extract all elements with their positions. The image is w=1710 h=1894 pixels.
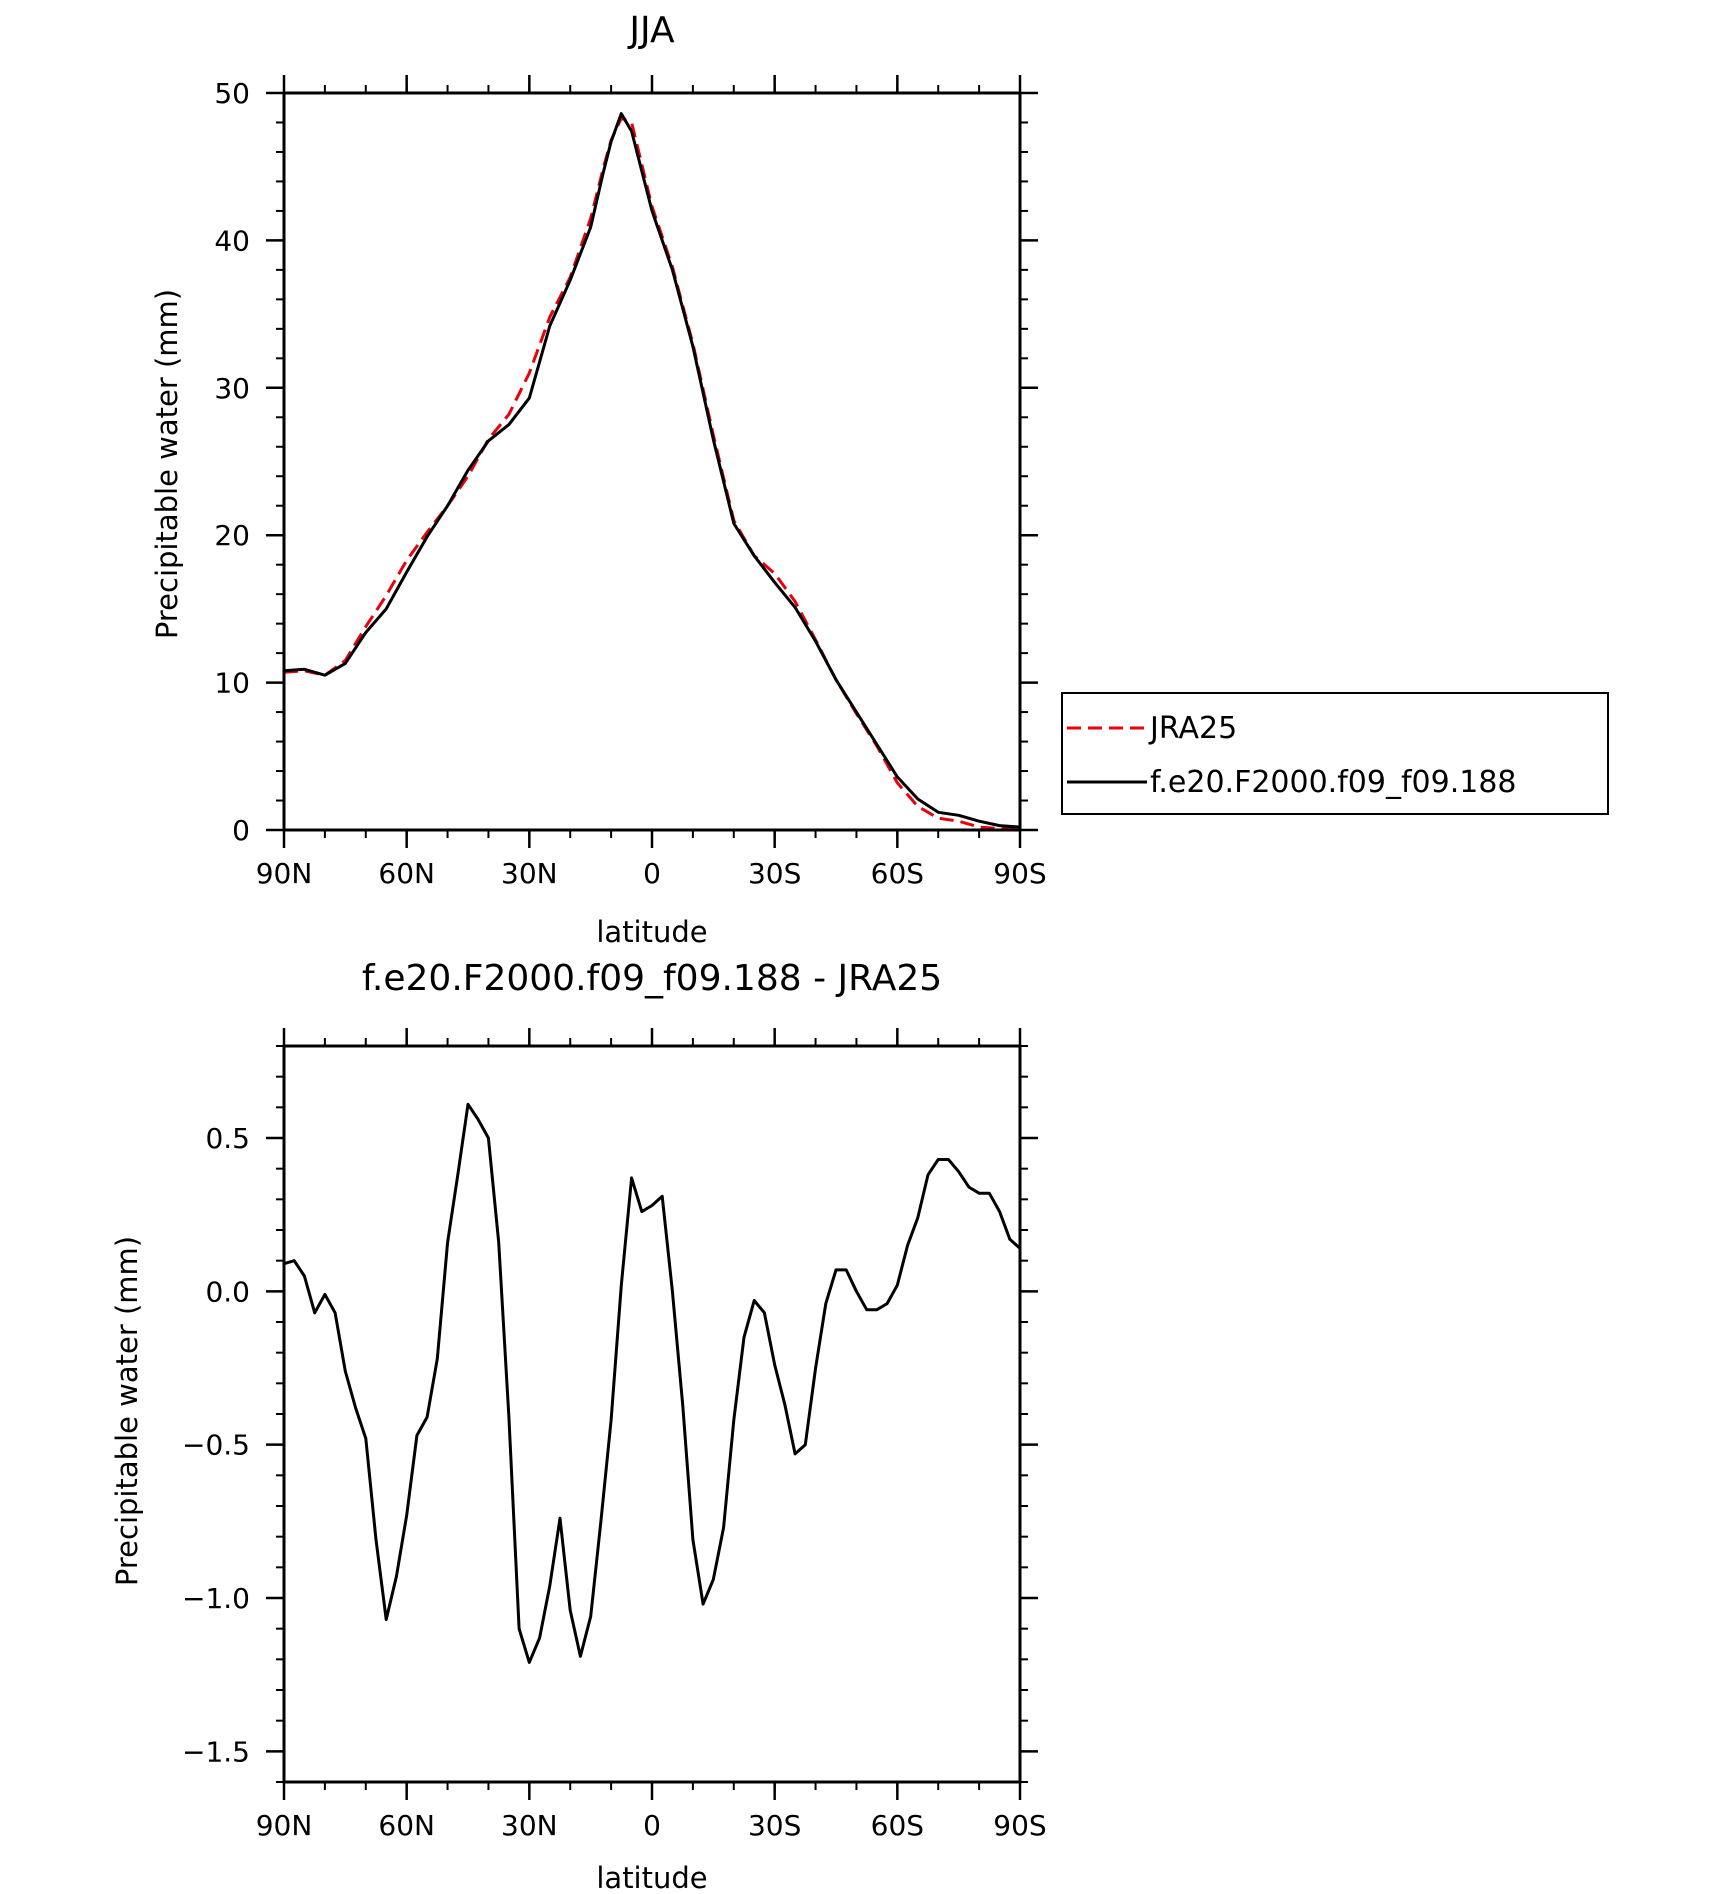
y-tick-label: 20 [214,519,250,552]
y-tick-label: 0 [232,814,250,847]
series-line-jra25 [283,116,1020,830]
y-tick-label: 0.0 [205,1275,250,1308]
bottom-panel-series [283,1102,1022,1664]
bottom-panel: f.e20.F2000.f09_f09.188 - JRA25 Precipit… [110,958,1047,1894]
top-panel-title: JJA [627,10,675,51]
x-tick-label: 60N [378,1809,435,1842]
bottom-panel-ticks: 90N 60N 30N 0 30S 60S 90S −1.5 −1.0 −0.5 0.0 0.5 [182,1028,1047,1842]
y-tick-label: 40 [214,224,250,257]
legend: JRA25 f.e20.F2000.f09_f09.188 [1061,692,1609,815]
y-tick-label: −1.5 [182,1735,250,1768]
y-tick-label: −1.0 [182,1582,250,1615]
series-line-f-e20-f2000-f09-f09-188 [283,112,1021,829]
x-tick-label: 90S [993,1809,1046,1842]
legend-box [1061,692,1609,815]
series-line-difference [283,1102,1022,1664]
bottom-panel-title: f.e20.F2000.f09_f09.188 - JRA25 [362,958,942,999]
x-tick-label: 30S [748,1809,801,1842]
x-tick-label: 90N [256,857,313,890]
legend-label-model: f.e20.F2000.f09_f09.188 [1150,765,1517,800]
legend-label-jra25: JRA25 [1148,711,1237,746]
x-tick-label: 90N [256,1809,313,1842]
x-tick-label: 90S [993,857,1046,890]
x-tick-label: 60S [871,1809,924,1842]
y-tick-label: −0.5 [182,1429,250,1462]
bottom-panel-y-axis-title: Precipitable water (mm) [110,1236,144,1586]
bottom-panel-x-axis-title: latitude [596,1861,707,1894]
top-panel-x-axis-title: latitude [596,915,707,949]
x-tick-label: 60N [378,857,435,890]
x-tick-label: 0 [643,1809,661,1842]
bottom-panel-plot-frame [282,1044,1022,1784]
top-panel-ticks: 90N 60N 30N 0 30S 60S 90S 0 10 20 30 40 50 [214,75,1047,890]
top-panel-plot-frame [282,91,1022,832]
top-panel-y-axis-title: Precipitable water (mm) [150,289,184,639]
y-tick-label: 30 [214,372,250,405]
x-tick-label: 30S [748,857,801,890]
y-tick-label: 0.5 [205,1122,250,1155]
x-tick-label: 30N [501,857,558,890]
x-tick-label: 30N [501,1809,558,1842]
x-tick-label: 60S [871,857,924,890]
top-panel: JJA Precipitable water (mm) latitude 90N… [150,10,1047,949]
x-tick-label: 0 [643,857,661,890]
top-panel-series [283,112,1021,830]
y-tick-label: 10 [214,667,250,700]
y-tick-label: 50 [214,77,250,110]
